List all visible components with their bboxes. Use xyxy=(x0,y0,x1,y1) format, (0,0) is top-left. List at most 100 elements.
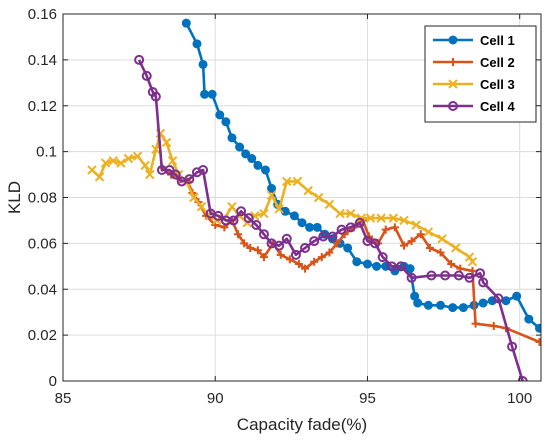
data-point-cell-4 xyxy=(228,215,239,226)
data-point-cell-4 xyxy=(327,231,338,242)
data-point-cell-3 xyxy=(132,151,143,161)
data-point-cell-4 xyxy=(150,91,161,102)
data-point-cell-3 xyxy=(100,158,111,168)
data-point-cell-1 xyxy=(289,211,299,221)
data-point-cell-2 xyxy=(253,246,262,255)
data-point-cell-1 xyxy=(241,149,251,159)
data-point-cell-3 xyxy=(116,158,126,168)
data-point-cell-4 xyxy=(370,238,381,249)
data-point-cell-1 xyxy=(524,314,534,324)
data-point-cell-2 xyxy=(407,237,416,246)
data-point-cell-2 xyxy=(468,266,477,275)
data-point-cell-4 xyxy=(184,174,195,185)
data-point-cell-4 xyxy=(517,376,528,381)
data-point-cell-4 xyxy=(191,167,202,178)
x-tick-label: 90 xyxy=(207,390,224,407)
data-point-cell-2 xyxy=(535,338,541,347)
data-point-cell-3 xyxy=(87,165,97,175)
data-point-cell-4 xyxy=(493,293,504,304)
data-point-cell-2 xyxy=(390,223,399,232)
data-point-cell-3 xyxy=(94,172,105,182)
data-point-cell-3 xyxy=(227,201,237,212)
data-point-cell-1 xyxy=(372,261,382,271)
data-point-cell-2 xyxy=(301,264,310,273)
data-point-cell-3 xyxy=(335,208,345,219)
legend-label: Cell 1 xyxy=(480,33,515,48)
legend-swatch-marker xyxy=(449,58,457,66)
data-point-cell-3 xyxy=(451,243,461,253)
legend-item-cell-3: Cell 3 xyxy=(433,77,515,92)
data-point-cell-2 xyxy=(310,257,319,266)
data-point-cell-1 xyxy=(198,59,208,69)
data-point-cell-4 xyxy=(406,272,417,283)
data-point-cell-1 xyxy=(312,222,322,232)
legend-item-cell-2: Cell 2 xyxy=(433,55,515,70)
data-point-cell-2 xyxy=(436,248,445,257)
data-point-cell-3 xyxy=(399,215,409,226)
y-tick-label: 0.06 xyxy=(28,235,57,252)
legend-label: Cell 3 xyxy=(480,77,515,92)
x-tick-label: 85 xyxy=(55,390,72,407)
data-point-cell-1 xyxy=(448,303,458,313)
data-point-cell-2 xyxy=(425,243,434,252)
data-point-cell-3 xyxy=(303,185,313,196)
data-point-cell-3 xyxy=(292,176,303,187)
data-point-cell-1 xyxy=(534,323,541,333)
data-point-cell-4 xyxy=(475,268,486,279)
data-point-cell-3 xyxy=(266,190,277,200)
data-point-cell-1 xyxy=(247,154,257,164)
data-point-cell-2 xyxy=(240,239,249,248)
data-point-cell-4 xyxy=(395,261,406,272)
data-point-cell-4 xyxy=(198,164,209,175)
data-point-cell-2 xyxy=(399,241,408,250)
y-tick-label: 0.02 xyxy=(28,327,57,344)
data-point-cell-4 xyxy=(453,270,464,281)
plot-area xyxy=(87,18,541,381)
data-point-cell-4 xyxy=(464,272,475,283)
y-tick-label: 0.14 xyxy=(28,52,57,69)
data-point-cell-2 xyxy=(259,253,268,262)
data-point-cell-3 xyxy=(145,169,155,180)
data-point-cell-4 xyxy=(336,224,347,235)
data-point-cell-4 xyxy=(164,164,175,175)
data-point-cell-1 xyxy=(512,291,522,301)
data-point-cell-3 xyxy=(167,156,178,166)
data-point-cell-4 xyxy=(243,213,254,224)
data-point-cell-2 xyxy=(285,255,294,264)
data-point-cell-4 xyxy=(507,341,518,352)
data-point-cell-3 xyxy=(464,252,475,262)
x-axis-label: Capacity fade(%) xyxy=(237,415,367,434)
data-point-cell-1 xyxy=(215,110,225,120)
data-point-cell-1 xyxy=(267,183,277,193)
data-point-cell-3 xyxy=(123,153,134,164)
data-point-cell-1 xyxy=(436,300,446,310)
data-point-cell-1 xyxy=(305,222,315,232)
data-point-cell-4 xyxy=(251,220,262,231)
data-point-cell-3 xyxy=(314,192,324,203)
data-point-cell-4 xyxy=(300,242,311,253)
data-point-cell-3 xyxy=(376,213,386,223)
data-point-cell-3 xyxy=(282,176,292,187)
data-point-cell-4 xyxy=(258,229,269,240)
data-point-cell-2 xyxy=(325,248,334,257)
data-point-cell-2 xyxy=(489,321,498,330)
legend-item-cell-1: Cell 1 xyxy=(433,33,515,48)
data-point-cell-3 xyxy=(196,201,207,212)
data-point-cell-4 xyxy=(318,231,329,242)
data-point-cell-1 xyxy=(260,165,270,175)
data-point-cell-1 xyxy=(221,117,231,127)
data-point-cell-4 xyxy=(386,261,397,272)
data-point-cell-4 xyxy=(236,206,247,217)
legend-swatch-marker xyxy=(448,101,458,111)
data-point-cell-1 xyxy=(343,243,353,253)
data-point-cell-2 xyxy=(246,243,255,252)
data-point-cell-2 xyxy=(294,260,303,269)
data-point-cell-2 xyxy=(416,230,425,239)
data-point-cell-4 xyxy=(354,217,365,228)
legend-swatch-marker xyxy=(448,35,458,45)
series-layer xyxy=(87,18,541,381)
legend-item-cell-4: Cell 4 xyxy=(433,99,515,114)
data-point-cell-1 xyxy=(362,259,372,269)
data-point-cell-4 xyxy=(478,277,489,288)
data-point-cell-4 xyxy=(345,222,356,233)
